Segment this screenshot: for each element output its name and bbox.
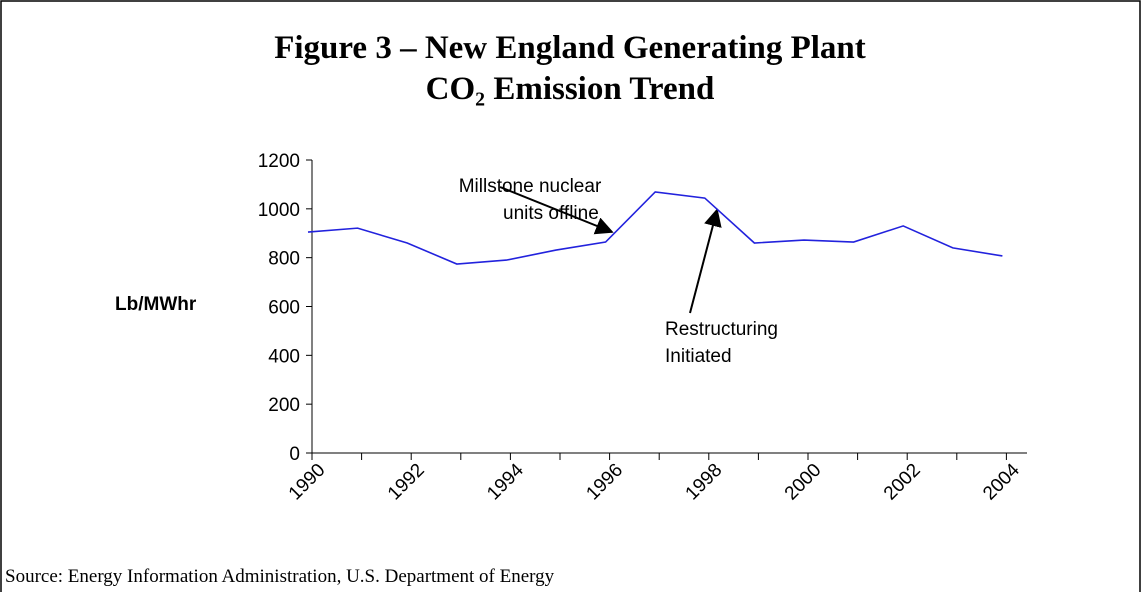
y-tick-label: 1000 [258,200,300,221]
y-tick-label: 800 [268,249,300,270]
x-tick-label: 1990 [285,460,330,505]
annotation: Restructuring [665,319,778,340]
x-tick-label: 1996 [582,460,627,505]
chart-title: CO₂ Emission Trend [426,71,715,107]
x-tick-label: 1998 [682,460,727,505]
y-axis-label: Lb/MWhr [115,294,197,315]
y-tick-label: 400 [268,346,300,367]
annotation-arrow [689,208,722,314]
x-tick-label: 1992 [384,460,429,505]
y-tick-label: 1200 [258,151,300,172]
annotation: Millstone nuclear [459,176,602,197]
data-line [307,191,1003,265]
chart-title: Figure 3 – New England Generating Plant [274,30,866,66]
annotation-arrow [499,186,614,235]
annotation: units offline [503,203,599,224]
x-tick-label: 2000 [781,460,826,505]
x-tick-label: 1994 [483,459,528,504]
y-tick-label: 0 [289,444,300,465]
y-tick-label: 200 [268,395,300,416]
x-tick-label: 2002 [880,460,925,505]
y-tick-label: 600 [268,298,300,319]
annotation: Initiated [665,346,732,367]
source-note: Source: Energy Information Administratio… [5,566,555,587]
x-tick-label: 2004 [979,459,1024,504]
